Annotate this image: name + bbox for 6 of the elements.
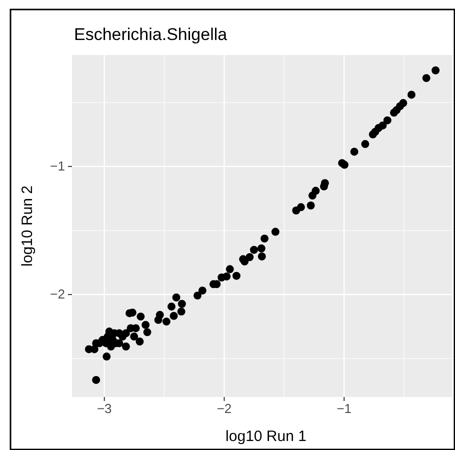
x-tick-label: −1: [336, 401, 352, 416]
x-tick-label: −3: [96, 401, 112, 416]
x-tick-label: −2: [216, 401, 232, 416]
x-axis-title: log10 Run 1: [226, 428, 306, 445]
y-axis-title: log10 Run 2: [19, 186, 36, 266]
chart-title: Escherichia.Shigella: [74, 25, 228, 44]
